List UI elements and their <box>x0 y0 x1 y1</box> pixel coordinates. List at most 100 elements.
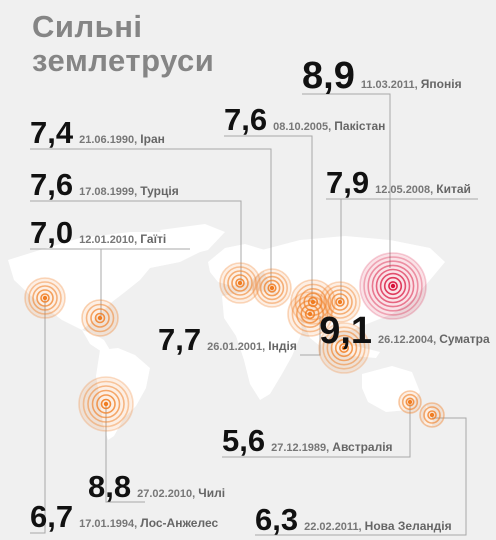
quake-10-marker-ring <box>32 285 58 311</box>
quake-0-marker-ring <box>359 252 427 320</box>
quake-2-marker-ring <box>252 268 292 308</box>
quake-1-marker-ring <box>294 283 332 321</box>
quake-6-place: Індія <box>268 339 297 353</box>
quake-4-place: Китай <box>436 182 471 196</box>
land-asia <box>262 236 445 332</box>
quake-4-marker-ring <box>319 281 361 323</box>
land-australia <box>362 366 420 412</box>
quake-11-leader-line <box>255 417 467 536</box>
quake-10-marker-center <box>42 295 48 301</box>
quake-4-marker-ring <box>327 289 353 315</box>
quake-6-date: 26.01.2001, <box>207 341 268 353</box>
quake-8-place: Австралія <box>332 440 392 454</box>
quake-9-leader-line <box>105 406 145 503</box>
quake-10-marker <box>24 277 66 319</box>
quake-0-marker-ring <box>371 264 415 308</box>
quake-0-marker-ring <box>367 260 419 312</box>
quake-6-leader-line <box>300 316 321 356</box>
quake-4-label: 7,9 12.05.2008, Китай <box>326 165 471 200</box>
quake-3-date: 17.08.1999, <box>79 186 140 198</box>
quake-5-marker-ring <box>81 299 119 337</box>
land-india <box>300 310 332 346</box>
quake-8-label: 5,6 27.12.1989, Австралія <box>222 423 393 458</box>
quake-7-marker-ring <box>330 334 358 362</box>
quake-10-marker-ring <box>40 293 50 303</box>
quake-1-place: Пакістан <box>334 119 385 133</box>
quake-8-marker-ring <box>405 397 415 407</box>
quake-7-marker <box>318 322 370 374</box>
quake-9-label: 8,8 27.02.2010, Чилі <box>88 469 225 504</box>
land-north-america <box>8 232 200 330</box>
quake-7-marker-ring <box>338 342 349 353</box>
leader-lines <box>30 93 478 536</box>
quake-11-magnitude: 6,3 <box>255 502 298 537</box>
quake-5-marker-ring <box>85 303 115 333</box>
quake-11-marker-ring <box>423 406 441 424</box>
quake-5-place: Гаїті <box>140 232 166 246</box>
quake-3-marker-ring <box>223 266 257 300</box>
quake-8-date: 27.12.1989, <box>271 442 332 454</box>
quake-5-marker <box>81 299 119 337</box>
quake-1-date: 08.10.2005, <box>273 121 334 133</box>
quake-markers <box>24 252 445 432</box>
land-africa <box>222 290 302 400</box>
quake-2-leader-line <box>30 148 272 284</box>
quake-0-marker-center <box>390 283 396 289</box>
quake-0-label: 8,9 11.03.2011, Японія <box>302 55 462 97</box>
quake-10-marker-ring <box>36 289 54 307</box>
title-line-2: землетруси <box>32 43 215 78</box>
quake-4-marker-ring <box>323 285 357 319</box>
quake-5-magnitude: 7,0 <box>30 215 73 250</box>
quake-3-marker-ring <box>235 278 245 288</box>
quake-7-marker-ring <box>322 326 366 370</box>
quake-2-marker <box>252 268 292 308</box>
quake-10-marker-ring <box>28 281 62 315</box>
quake-3-place: Турція <box>140 184 178 198</box>
quake-8-marker-ring <box>398 390 422 414</box>
quake-7-marker-ring <box>318 322 370 374</box>
title-line-1: Сильні <box>32 9 143 44</box>
quake-0-marker-ring <box>363 256 423 316</box>
quake-11-marker <box>419 402 445 428</box>
quake-9-marker-center <box>103 401 109 407</box>
quake-1-leader-line <box>224 135 313 300</box>
land-greenland <box>160 224 225 256</box>
quake-9-marker-ring <box>91 389 121 419</box>
quake-4-marker-center <box>337 299 343 305</box>
quake-9-marker-ring <box>96 394 116 414</box>
quake-0-marker-ring <box>375 268 411 304</box>
quake-11-label: 6,3 22.02.2011, Нова Зеландія <box>255 502 452 537</box>
quake-5-marker-ring <box>94 312 106 324</box>
quake-9-date: 27.02.2010, <box>137 488 198 500</box>
quake-4-magnitude: 7,9 <box>326 165 369 200</box>
quake-9-marker-ring <box>78 376 134 432</box>
quake-11-marker-center <box>429 412 435 418</box>
quake-6-marker-ring <box>287 291 333 337</box>
quake-6-marker-ring <box>304 308 316 320</box>
quake-7-magnitude: 9,1 <box>319 310 372 352</box>
quake-9-marker-ring <box>87 385 125 423</box>
quake-0-date: 11.03.2011, <box>361 79 421 91</box>
quake-2-magnitude: 7,4 <box>30 115 74 150</box>
quake-11-place: Нова Зеландія <box>365 519 452 533</box>
quake-7-marker-center <box>341 345 347 351</box>
quake-7-marker-ring <box>334 338 354 358</box>
quake-6-marker <box>287 291 333 337</box>
quake-3-label: 7,6 17.08.1999, Турція <box>30 167 179 202</box>
quake-1-label: 7,6 08.10.2005, Пакістан <box>224 102 385 137</box>
quake-0-magnitude: 8,9 <box>302 55 355 97</box>
quake-2-place: Іран <box>140 132 165 146</box>
quake-3-magnitude: 7,6 <box>30 167 73 202</box>
quake-8-marker-ring <box>401 393 419 411</box>
quake-2-label: 7,4 21.06.1990, Іран <box>30 115 165 150</box>
quake-3-marker-ring <box>219 262 261 304</box>
quake-10-magnitude: 6,7 <box>30 499 73 534</box>
quake-9-marker <box>78 376 134 432</box>
quake-6-magnitude: 7,7 <box>158 322 201 357</box>
quake-2-marker-center <box>269 285 275 291</box>
quake-7-place: Суматра <box>439 332 490 346</box>
quake-4-marker-ring <box>335 297 345 307</box>
quake-11-date: 22.02.2011, <box>304 521 365 533</box>
quake-1-marker-ring <box>290 279 336 325</box>
quake-4-leader-line <box>326 198 478 300</box>
